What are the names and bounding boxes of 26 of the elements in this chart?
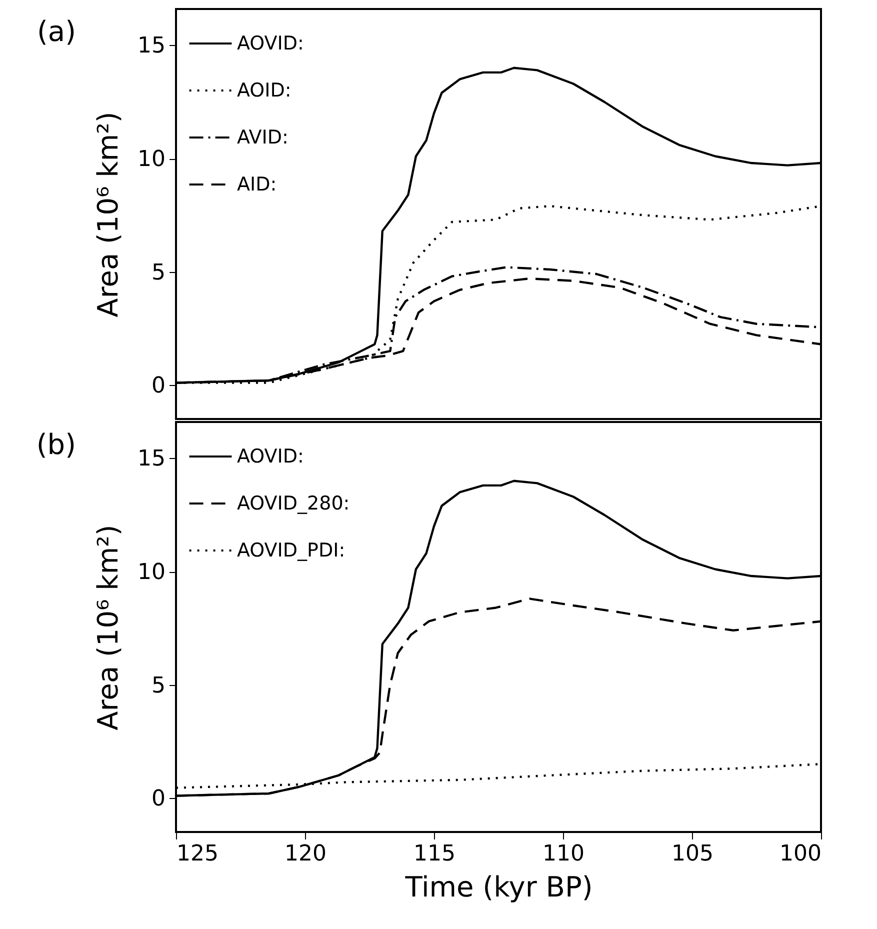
legend-label: AOID: [237, 80, 292, 102]
x-tick-label: 115 [414, 842, 456, 866]
y-tick-label: 15 [138, 34, 166, 59]
text: (a) [36, 15, 76, 48]
y-axis-title: Area (10⁶ km²) [92, 112, 125, 318]
y-tick-label: 10 [138, 560, 166, 586]
y-tick-label: 15 [138, 446, 166, 472]
y-tick-label: 0 [152, 786, 166, 812]
x-tick-label: 105 [672, 842, 714, 866]
y-axis-title: Area (10⁶ km²) [92, 524, 125, 730]
y-tick-label: 5 [152, 260, 166, 286]
y-tick-label: 5 [152, 673, 166, 698]
legend-label: AOVID: [237, 32, 304, 54]
x-axis-title: Time (kyr BP) [404, 870, 593, 904]
legend-label: AOVID_280: [237, 492, 350, 514]
x-tick-label: 110 [542, 842, 584, 866]
legend-label: AOVID_PDI: [237, 540, 346, 562]
text: (b) [36, 428, 76, 461]
y-tick-label: 10 [138, 147, 166, 172]
x-tick-label: 125 [176, 842, 218, 866]
legend-label: AVID: [237, 126, 288, 148]
legend-label: AID: [237, 174, 277, 196]
x-tick-label: 120 [284, 842, 326, 866]
y-tick-label: 0 [152, 374, 166, 399]
legend-label: AOVID: [237, 446, 304, 468]
x-tick-label: 100 [780, 842, 822, 866]
